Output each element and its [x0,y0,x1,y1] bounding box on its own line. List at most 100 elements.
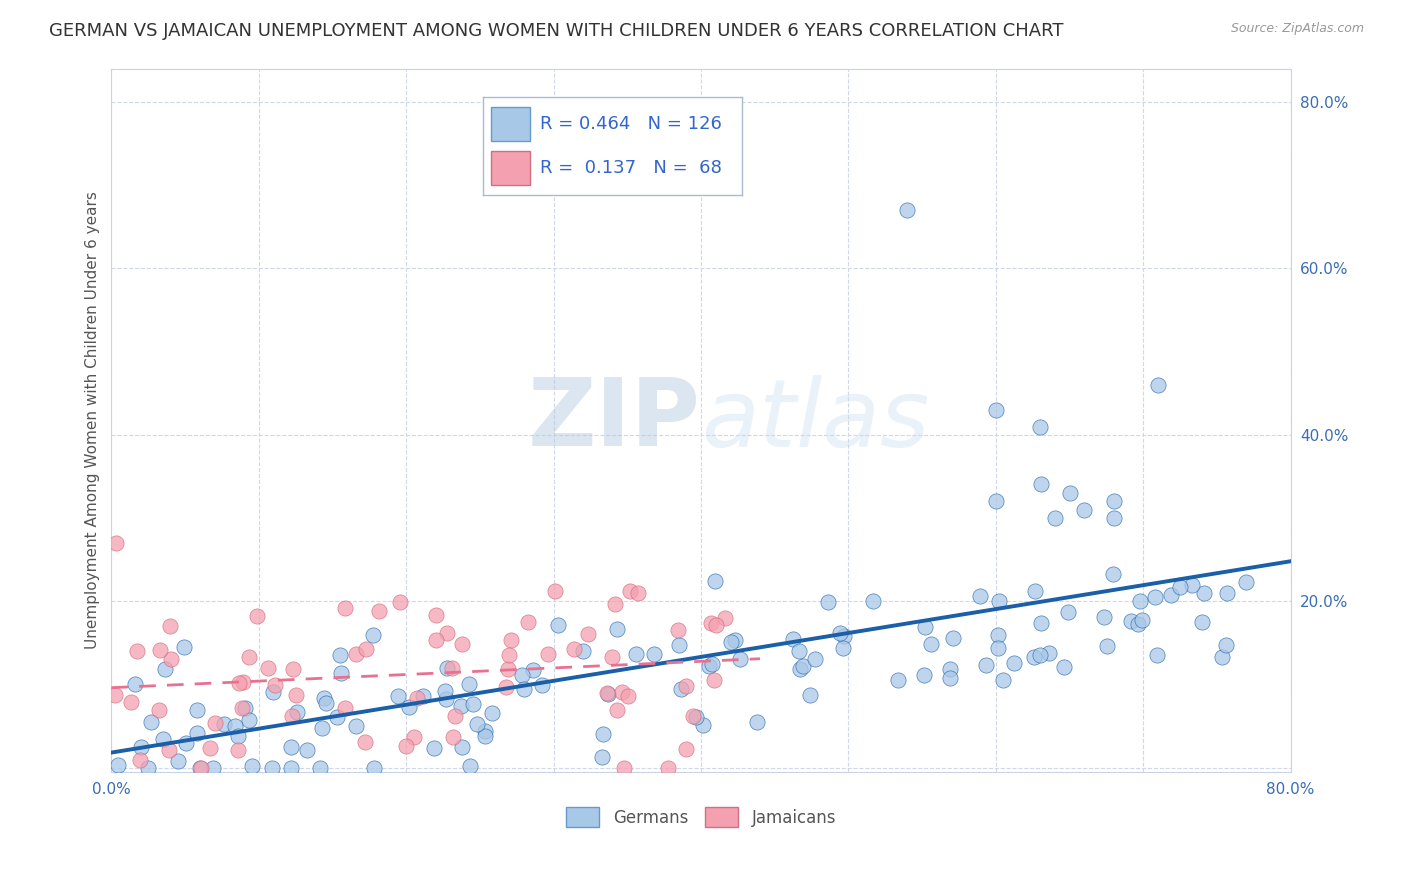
Point [1024,584,1046,599]
Point [285,705,308,719]
Point [311,722,333,736]
Point [160,652,183,666]
Point [450,698,472,713]
Point [153,662,176,676]
Point [152,732,174,747]
Point [425,633,447,648]
Point [984,494,1007,508]
Point [465,716,488,731]
Point [107,758,129,772]
Point [643,647,665,661]
Point [1022,650,1045,665]
Point [354,642,377,657]
Point [600,649,623,664]
Point [260,761,283,775]
Point [666,624,689,638]
Point [425,607,447,622]
Point [516,615,538,629]
Point [1194,586,1216,600]
Point [159,619,181,633]
Point [226,743,249,757]
Point [510,668,533,682]
Point [443,709,465,723]
Point [713,611,735,625]
Point [817,595,839,609]
Point [991,673,1014,687]
Point [246,609,269,624]
Point [240,759,263,773]
Point [129,753,152,767]
Point [531,678,554,692]
Point [1180,578,1202,592]
Point [402,730,425,744]
Point [938,662,960,676]
Point [312,691,335,706]
Point [939,671,962,685]
Point [226,730,249,744]
Point [389,595,412,609]
Point [547,618,569,632]
Point [474,723,496,738]
Point [499,632,522,647]
Point [984,403,1007,417]
Text: Source: ZipAtlas.com: Source: ZipAtlas.com [1230,22,1364,36]
Point [238,650,260,665]
Point [148,703,170,717]
Point [344,647,367,661]
Point [231,701,253,715]
Point [173,640,195,654]
Point [441,730,464,744]
Point [612,685,634,699]
Point [458,759,481,773]
Point [333,601,356,615]
Point [157,743,180,757]
Point [799,688,821,702]
Point [613,761,636,775]
Point [1160,588,1182,602]
Point [1147,378,1170,392]
Point [987,628,1010,642]
Point [495,681,517,695]
Point [1002,656,1025,670]
Point [669,681,692,696]
Point [1102,494,1125,508]
Point [974,657,997,672]
Point [363,628,385,642]
Point [368,604,391,618]
Point [537,647,560,661]
Y-axis label: Unemployment Among Women with Children Under 6 years: Unemployment Among Women with Children U… [86,192,100,649]
Point [139,714,162,729]
Point [606,622,628,636]
Point [728,652,751,666]
Point [315,696,337,710]
Point [1029,419,1052,434]
Point [862,594,884,608]
Point [1029,616,1052,631]
Point [682,709,704,723]
Point [1129,594,1152,608]
Point [186,703,208,717]
Point [387,689,409,703]
Point [129,739,152,754]
Point [832,641,855,656]
Point [624,647,647,661]
Point [330,666,353,681]
Point [942,631,965,645]
Point [562,641,585,656]
Point [592,727,614,741]
Point [1191,615,1213,629]
Point [675,679,697,693]
Point [406,691,429,706]
Point [657,761,679,775]
Point [1168,580,1191,594]
Point [186,725,208,739]
Point [436,661,458,675]
Point [692,718,714,732]
Point [1215,638,1237,652]
Point [704,618,727,632]
Point [828,626,851,640]
Point [149,643,172,657]
Point [591,749,613,764]
Point [104,688,127,702]
Point [1043,511,1066,525]
